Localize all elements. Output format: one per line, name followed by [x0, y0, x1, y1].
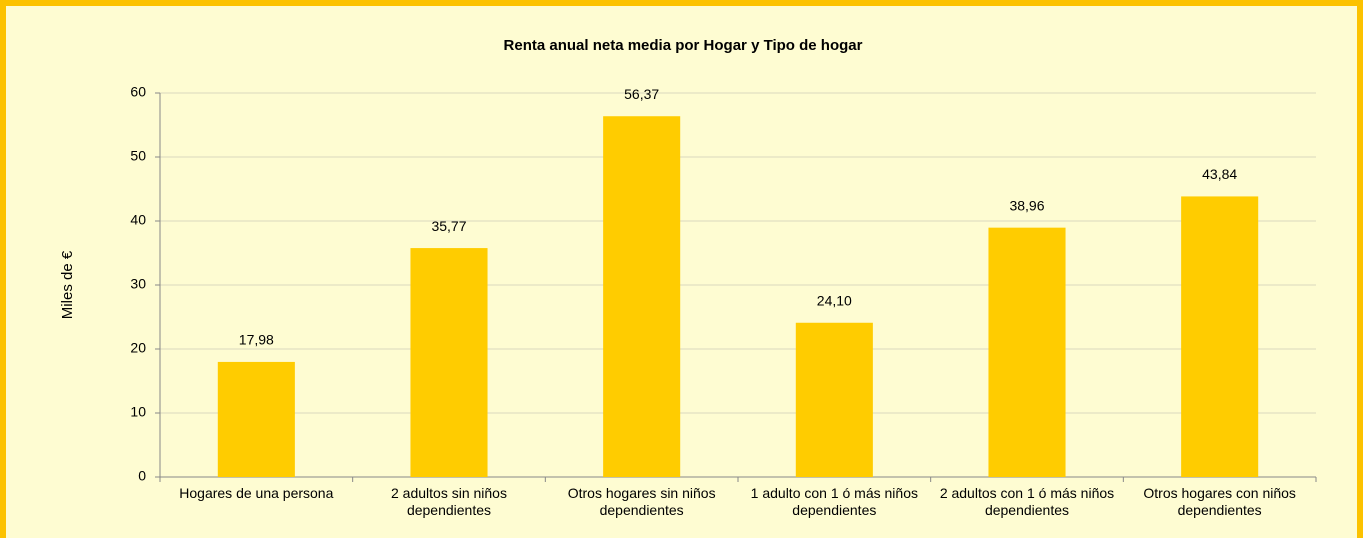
x-tick-label: Hogares de una persona: [179, 485, 334, 501]
bar: [410, 248, 488, 477]
x-tick-label: 1 adulto con 1 ó más niños dependientes: [750, 485, 918, 518]
data-label: 38,96: [1009, 197, 1044, 213]
y-tick-label: 10: [130, 404, 146, 420]
bar: [603, 116, 681, 478]
data-label: 24,10: [817, 292, 852, 308]
data-label: 43,84: [1202, 166, 1237, 182]
bar: [217, 361, 295, 477]
x-tick-label: 2 adultos con 1 ó más niños dependientes: [939, 485, 1115, 518]
x-tick-label-box: Hogares de una persona: [179, 485, 334, 501]
y-tick-label: 40: [130, 212, 146, 228]
y-tick-label: 30: [130, 276, 146, 292]
y-axis-label: Miles de €: [59, 250, 76, 319]
y-tick-label: 20: [130, 340, 146, 356]
y-tick-label: 0: [138, 468, 146, 484]
data-label: 17,98: [239, 332, 274, 348]
x-tick-label: 2 adultos sin niños dependientes: [391, 485, 507, 518]
x-tick-label-box: 1 adulto con 1 ó más niños dependientes: [750, 485, 918, 518]
chart-title: Renta anual neta media por Hogar y Tipo …: [504, 37, 863, 54]
x-tick-label: Otros hogares sin niños dependientes: [567, 485, 716, 518]
data-label: 56,37: [624, 86, 659, 102]
bar: [988, 227, 1066, 477]
x-tick-label-box: 2 adultos con 1 ó más niños dependientes: [939, 485, 1115, 518]
y-tick-label: 50: [130, 148, 146, 164]
x-tick-label: Otros hogares con niños dependientes: [1143, 485, 1296, 518]
bar: [1181, 196, 1259, 477]
x-tick-label-box: Otros hogares sin niños dependientes: [567, 485, 716, 518]
x-tick-label-box: Otros hogares con niños dependientes: [1143, 485, 1296, 518]
data-label: 35,77: [431, 218, 466, 234]
bar: [795, 322, 873, 477]
x-tick-label-box: 2 adultos sin niños dependientes: [391, 485, 507, 518]
y-tick-label: 60: [130, 84, 146, 100]
